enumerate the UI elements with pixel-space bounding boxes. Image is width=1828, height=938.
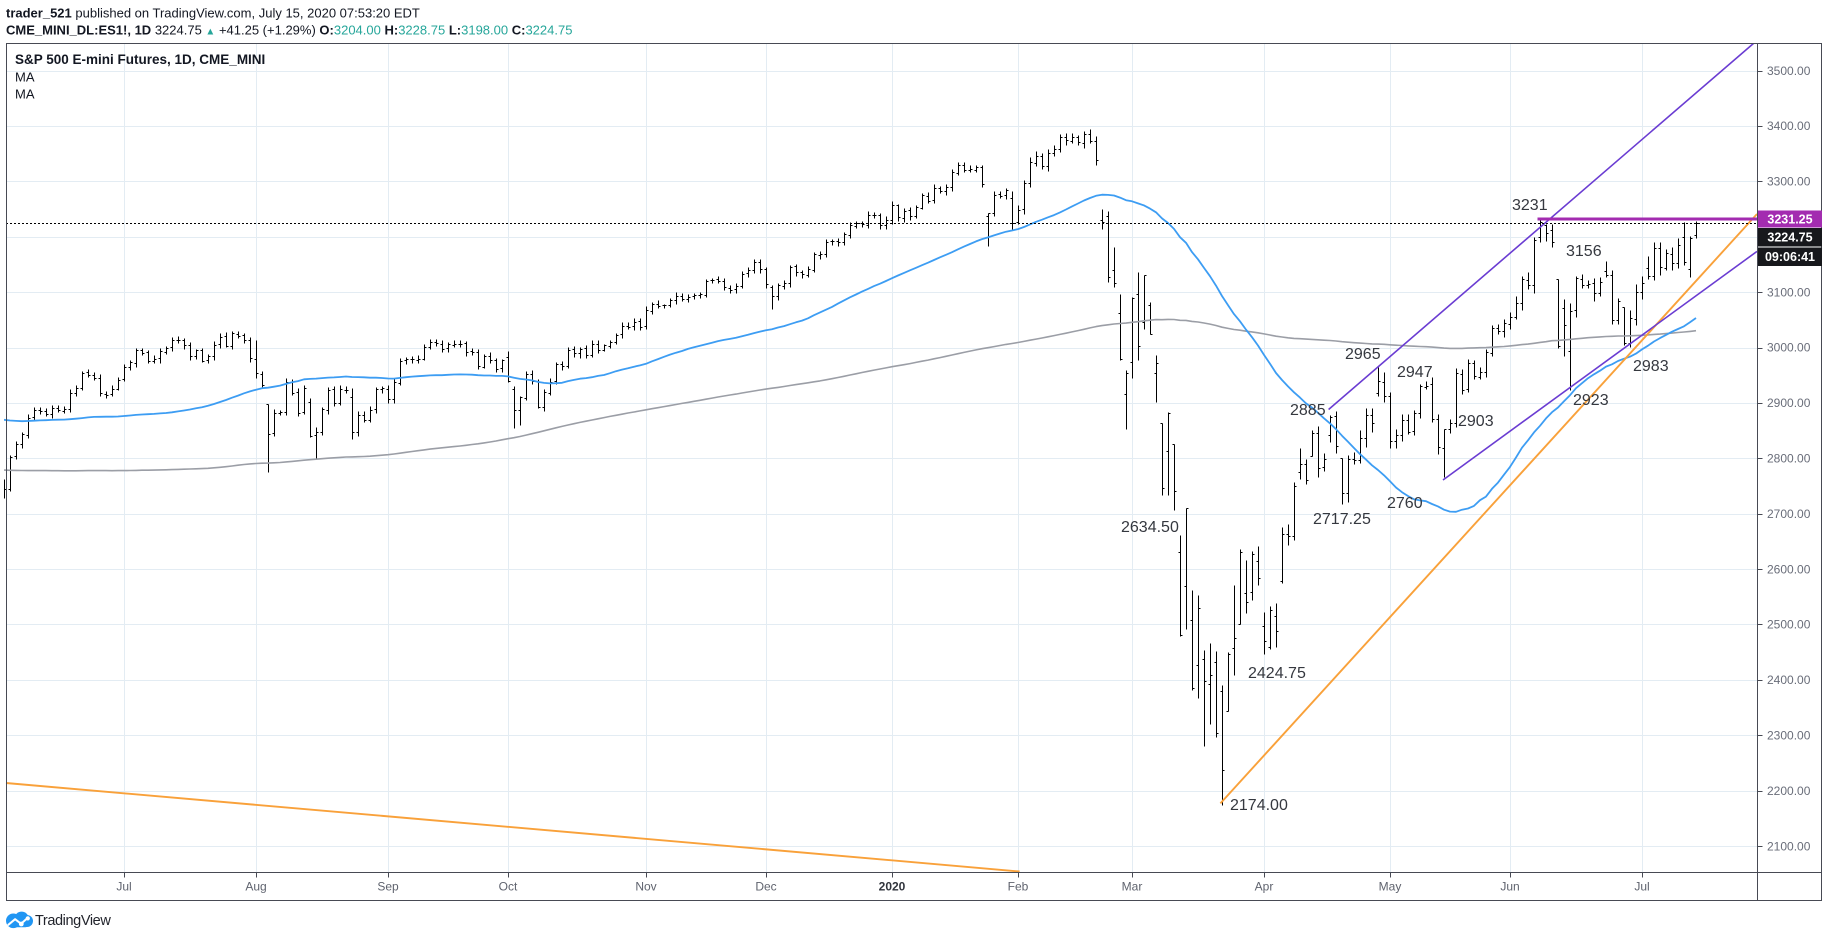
svg-text:Sep: Sep [377, 880, 399, 894]
svg-text:2400.00: 2400.00 [1767, 673, 1811, 687]
svg-text:Apr: Apr [1255, 880, 1274, 894]
svg-text:trader_521 published on Tradin: trader_521 published on TradingView.com,… [6, 6, 420, 21]
svg-text:3231.25: 3231.25 [1767, 213, 1812, 227]
svg-text:CME_MINI_DL:ES1!, 1D 3224.75 ▲: CME_MINI_DL:ES1!, 1D 3224.75 ▲ +41.25 (+… [6, 23, 572, 38]
svg-text:2717.25: 2717.25 [1313, 511, 1371, 528]
svg-text:Nov: Nov [635, 880, 656, 894]
svg-text:2700.00: 2700.00 [1767, 507, 1811, 521]
svg-text:2020: 2020 [879, 880, 906, 894]
svg-text:2200.00: 2200.00 [1767, 784, 1811, 798]
svg-text:May: May [1379, 880, 1402, 894]
svg-text:3224.75: 3224.75 [1767, 231, 1812, 245]
svg-text:2300.00: 2300.00 [1767, 729, 1811, 743]
svg-text:Dec: Dec [755, 880, 776, 894]
svg-text:MA: MA [15, 70, 35, 85]
svg-text:2923: 2923 [1573, 392, 1609, 409]
svg-text:2903: 2903 [1458, 413, 1494, 430]
svg-text:MA: MA [15, 87, 35, 102]
svg-text:2983: 2983 [1633, 358, 1669, 375]
svg-text:Feb: Feb [1008, 880, 1029, 894]
svg-text:3000.00: 3000.00 [1767, 341, 1811, 355]
svg-text:2174.00: 2174.00 [1230, 797, 1288, 814]
svg-text:2900.00: 2900.00 [1767, 396, 1811, 410]
svg-text:TradingView: TradingView [35, 913, 111, 929]
svg-text:2965: 2965 [1345, 346, 1381, 363]
svg-text:09:06:41: 09:06:41 [1765, 250, 1815, 264]
svg-text:2800.00: 2800.00 [1767, 452, 1811, 466]
svg-text:Oct: Oct [499, 880, 518, 894]
svg-text:3300.00: 3300.00 [1767, 175, 1811, 189]
svg-text:2947: 2947 [1397, 364, 1433, 381]
svg-text:3400.00: 3400.00 [1767, 119, 1811, 133]
svg-text:Jun: Jun [1500, 880, 1519, 894]
svg-text:2600.00: 2600.00 [1767, 562, 1811, 576]
svg-text:2100.00: 2100.00 [1767, 839, 1811, 853]
svg-text:Jul: Jul [1634, 880, 1649, 894]
svg-text:Mar: Mar [1122, 880, 1143, 894]
svg-text:3156: 3156 [1566, 243, 1602, 260]
svg-text:3231: 3231 [1512, 197, 1548, 214]
svg-text:2760: 2760 [1387, 495, 1423, 512]
svg-text:2634.50: 2634.50 [1121, 519, 1179, 536]
svg-text:2500.00: 2500.00 [1767, 618, 1811, 632]
svg-text:Aug: Aug [245, 880, 266, 894]
svg-text:2424.75: 2424.75 [1248, 665, 1306, 682]
svg-text:2885: 2885 [1290, 402, 1326, 419]
svg-text:S&P 500 E-mini Futures, 1D, CM: S&P 500 E-mini Futures, 1D, CME_MINI [15, 52, 265, 67]
svg-text:3100.00: 3100.00 [1767, 285, 1811, 299]
svg-text:3500.00: 3500.00 [1767, 64, 1811, 78]
svg-text:Jul: Jul [116, 880, 131, 894]
